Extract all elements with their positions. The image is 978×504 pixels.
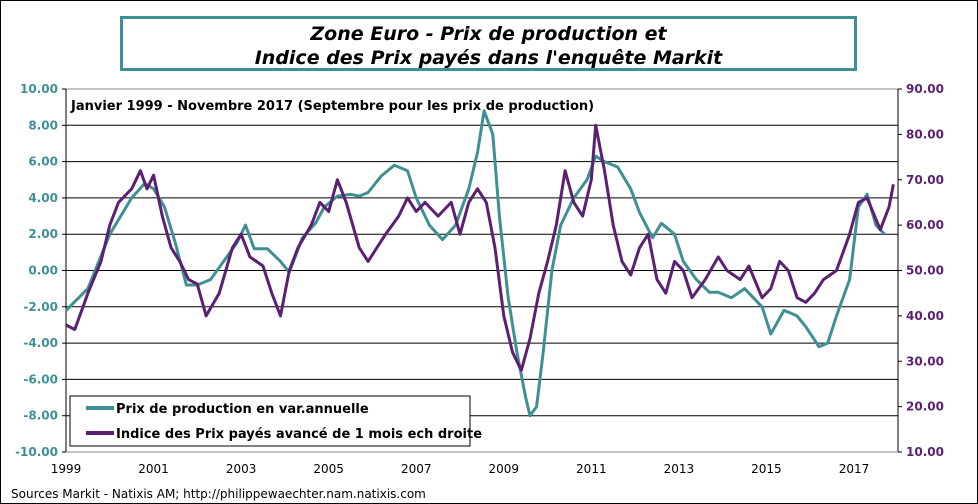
title-line-1: Zone Euro - Prix de production et bbox=[310, 23, 667, 45]
right-tick-label: 20.00 bbox=[906, 400, 944, 414]
legend-label: Prix de production en var.annuelle bbox=[116, 402, 369, 417]
left-tick-label: -6.00 bbox=[23, 372, 58, 386]
left-tick-label: 10.00 bbox=[20, 82, 58, 96]
title-line-2: Indice des Prix payés dans l'enquête Mar… bbox=[254, 47, 723, 69]
x-tick-label: 2009 bbox=[489, 462, 520, 476]
series-line-1 bbox=[64, 109, 886, 418]
right-tick-label: 80.00 bbox=[906, 127, 944, 141]
left-tick-label: 4.00 bbox=[28, 191, 58, 205]
x-tick-label: 2003 bbox=[226, 462, 257, 476]
right-tick-label: 90.00 bbox=[906, 82, 944, 96]
right-tick-label: 50.00 bbox=[906, 264, 944, 278]
right-tick-label: 60.00 bbox=[906, 218, 944, 232]
series-line-2 bbox=[65, 123, 895, 372]
x-tick-label: 2007 bbox=[401, 462, 432, 476]
left-tick-label: 2.00 bbox=[28, 227, 58, 241]
left-tick-label: 0.00 bbox=[28, 264, 58, 278]
chart-title: Zone Euro - Prix de production et Indice… bbox=[120, 16, 857, 71]
left-tick-label: -4.00 bbox=[23, 336, 58, 350]
left-tick-label: -8.00 bbox=[23, 409, 58, 423]
x-tick-label: 2001 bbox=[138, 462, 169, 476]
x-tick-label: 2011 bbox=[576, 462, 607, 476]
x-tick-label: 2005 bbox=[313, 462, 344, 476]
x-tick-label: 2015 bbox=[751, 462, 782, 476]
x-tick-label: 2017 bbox=[839, 462, 870, 476]
right-tick-label: 10.00 bbox=[906, 445, 944, 459]
source-note: Sources Markit - Natixis AM; http://phil… bbox=[11, 487, 426, 501]
right-tick-label: 30.00 bbox=[906, 354, 944, 368]
chart-subtitle: Janvier 1999 - Novembre 2017 (Septembre … bbox=[70, 99, 594, 114]
left-tick-label: 6.00 bbox=[28, 155, 58, 169]
x-tick-label: 2013 bbox=[664, 462, 695, 476]
legend-label: Indice des Prix payés avancé de 1 mois e… bbox=[116, 427, 482, 442]
left-tick-label: -10.00 bbox=[15, 445, 58, 459]
left-tick-label: 8.00 bbox=[28, 118, 58, 132]
legend bbox=[69, 395, 471, 447]
right-tick-label: 70.00 bbox=[906, 173, 944, 187]
left-tick-label: -2.00 bbox=[23, 300, 58, 314]
right-tick-label: 40.00 bbox=[906, 309, 944, 323]
x-tick-label: 1999 bbox=[51, 462, 82, 476]
